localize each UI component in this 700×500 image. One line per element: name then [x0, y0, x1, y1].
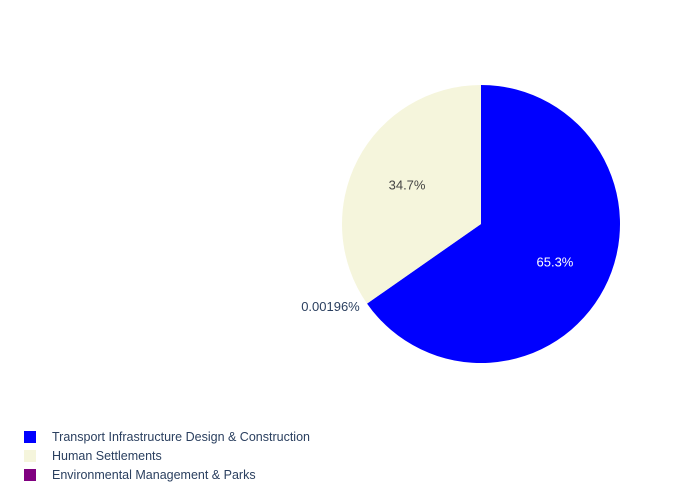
legend-label: Environmental Management & Parks: [52, 467, 256, 482]
legend-item-transport-infrastructure-design-construction[interactable]: Transport Infrastructure Design & Constr…: [24, 427, 310, 446]
slice-label-transport-infrastructure-design-construction: 65.3%: [537, 255, 574, 270]
pie-slice-human-settlements[interactable]: [342, 84, 481, 304]
legend-swatch: [24, 449, 36, 462]
legend-label: Transport Infrastructure Design & Constr…: [52, 429, 310, 444]
pie-slice-environmental-management-parks[interactable]: [367, 224, 481, 304]
slice-label-environmental-management-parks: 0.00196%: [301, 299, 360, 314]
legend-label: Human Settlements: [52, 448, 162, 463]
legend-item-environmental-management-parks[interactable]: Environmental Management & Parks: [24, 465, 310, 484]
slice-label-human-settlements: 34.7%: [389, 177, 426, 192]
legend-swatch: [24, 468, 36, 481]
legend-item-human-settlements[interactable]: Human Settlements: [24, 446, 310, 465]
legend: Transport Infrastructure Design & Constr…: [24, 427, 310, 484]
pie-slice-transport-infrastructure-design-construction[interactable]: [367, 85, 620, 363]
legend-swatch: [24, 430, 36, 443]
